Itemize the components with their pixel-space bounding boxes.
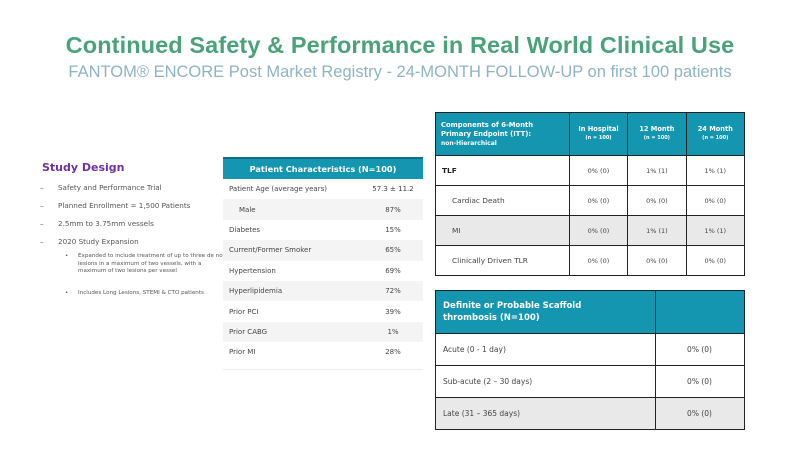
table-row: Current/Former Smoker 65% (223, 240, 423, 261)
table-row: Sub-acute (2 – 30 days) 0% (0) (435, 365, 745, 398)
thrombosis-header-cell: Definite or Probable Scaffold thrombosis… (435, 290, 656, 334)
primary-endpoint-table: Components of 6-Month Primary Endpoint (… (435, 112, 746, 276)
table-row: Cardiac Death 0% (0) 0% (0) 0% (0) (435, 185, 746, 216)
table-row: Hyperlipidemia 72% (223, 280, 423, 302)
table-row: Male 87% (223, 199, 423, 220)
study-design-item: –2020 Study Expansion (40, 237, 139, 246)
table-header-row: Components of 6-Month Primary Endpoint (… (435, 112, 746, 156)
study-design-list: – Safety and Performance Trial – Planned E… (40, 183, 230, 297)
table-row: Acute (0 - 1 day) 0% (0) (435, 333, 745, 366)
dash-icon: – (40, 219, 44, 228)
table-divider (223, 368, 423, 370)
table-row: MI 0% (0) 1% (1) 1% (1) (435, 215, 746, 246)
study-design-subitem: • Expanded to include treatment of up to … (65, 253, 230, 274)
dash-icon: – (40, 237, 44, 246)
table-row: Late (31 – 365 days) 0% (0) (435, 397, 745, 430)
thrombosis-header-blank (655, 290, 745, 334)
study-design-item: – Safety and Performance Trial (40, 183, 162, 192)
slide-subtitle: FANTOM® ENCORE Post Market Registry - 24… (68, 63, 732, 81)
table-row: TLF 0% (0) 1% (1) 1% (1) (435, 155, 746, 186)
table-row: Patient Age (average years) 57.3 ± 11.2 (229, 185, 414, 194)
slide-title: Continued Safety & Performance in Real W… (65, 32, 735, 58)
bullet-icon: • (65, 289, 69, 296)
dash-icon: – (40, 183, 44, 192)
study-design-title: Study Design (42, 161, 125, 174)
table-row: Hypertension 69% (229, 266, 401, 275)
scaffold-thrombosis-table: Definite or Probable Scaffold thrombosis… (435, 290, 745, 430)
table-row: Clinically Driven TLR 0% (0) 0% (0) 0% (… (435, 245, 746, 276)
study-design-item: – Planned Enrollment = 1,500 Patients (40, 201, 191, 210)
patient-characteristics-table: Patient Characteristics (N=100) Patient … (223, 157, 423, 370)
endpoint-header-cell: Components of 6-Month Primary Endpoint (… (435, 112, 570, 156)
study-design-item: –2.5mm to 3.75mm vessels (40, 219, 154, 228)
column-header: 24 Month (n = 100) (685, 112, 746, 156)
dash-icon: – (40, 201, 44, 210)
column-header: In Hospital (n = 100) (568, 112, 629, 156)
study-design-subitem: • Includes Long Lesions, STEMI & CTO pati… (65, 289, 204, 296)
table-row: Diabetes 15% (229, 225, 401, 234)
table-row: Prior PCI 39% (229, 307, 401, 316)
bullet-icon: • (65, 253, 69, 259)
table-row: Prior MI 28% (229, 348, 401, 357)
table-header-row: Definite or Probable Scaffold thrombosis… (435, 290, 745, 334)
column-header: 12 Month (n = 100) (627, 112, 687, 156)
table-row: Prior CABG 1% (223, 321, 423, 343)
patient-characteristics-header: Patient Characteristics (N=100) (223, 157, 423, 179)
